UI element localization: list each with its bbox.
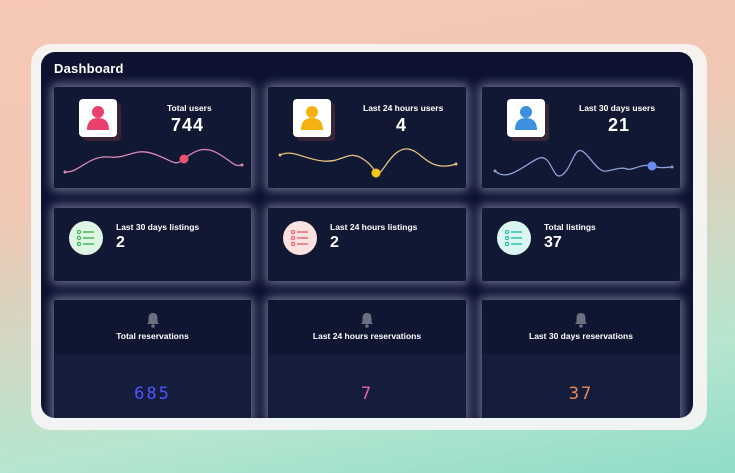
user-icon [515,106,537,130]
stat-card-24h-users[interactable]: Last 24 hours users 4 [268,87,466,188]
bell-icon [575,313,587,328]
stat-card-30d-reservations[interactable]: Last 30 days reservations 37 [482,300,680,418]
stat-card-24h-reservations[interactable]: Last 24 hours reservations 7 [268,300,466,418]
stat-label: Last 24 hours users [363,103,444,113]
list-icon [77,230,94,246]
list-icon [505,230,522,246]
bell-icon [146,313,159,328]
stat-value: 21 [608,115,631,135]
stat-label: Total listings [544,222,596,232]
stat-label: Last 30 days reservations [529,331,633,341]
stat-value: 744 [171,115,205,135]
sparkline-chart [493,149,674,177]
stat-label: Last 30 days listings [116,222,200,232]
stat-card-30d-listings[interactable]: Last 30 days listings 2 [54,208,251,281]
avatar [293,99,331,137]
stat-label: Last 30 days users [579,103,656,113]
user-icon [87,106,109,130]
list-icon-badge [283,221,317,255]
stat-card-total-reservations[interactable]: Total reservations 685 [54,300,251,418]
stat-value: 2 [330,234,339,251]
stat-label: Last 24 hours listings [330,222,418,232]
stat-label: Total users [167,103,212,113]
stat-card-24h-listings[interactable]: Last 24 hours listings 2 [268,208,466,281]
stat-value: 37 [544,234,562,251]
dashboard-panel: Dashboard Total users 744 Last 24 hours … [41,52,693,418]
stat-value: 685 [134,384,171,404]
list-icon [291,230,308,246]
user-icon [301,106,323,130]
stat-card-total-users[interactable]: Total users 744 [54,87,251,188]
list-icon-badge [69,221,103,255]
list-icon-badge [497,221,531,255]
stat-value: 4 [396,115,408,135]
bell-icon [361,313,373,328]
stat-value: 2 [116,234,125,251]
stat-value: 37 [568,384,594,404]
stat-label: Total reservations [116,331,189,341]
sparkline-chart [63,148,244,174]
stat-label: Last 24 hours reservations [312,331,422,341]
stat-card-30d-users[interactable]: Last 30 days users 21 [482,87,680,188]
avatar [79,99,117,137]
stat-card-total-listings[interactable]: Total listings 37 [482,208,680,281]
stat-value: 7 [360,384,374,404]
sparkline-chart [278,148,458,178]
avatar [507,99,545,137]
page-title: Dashboard [54,61,124,76]
